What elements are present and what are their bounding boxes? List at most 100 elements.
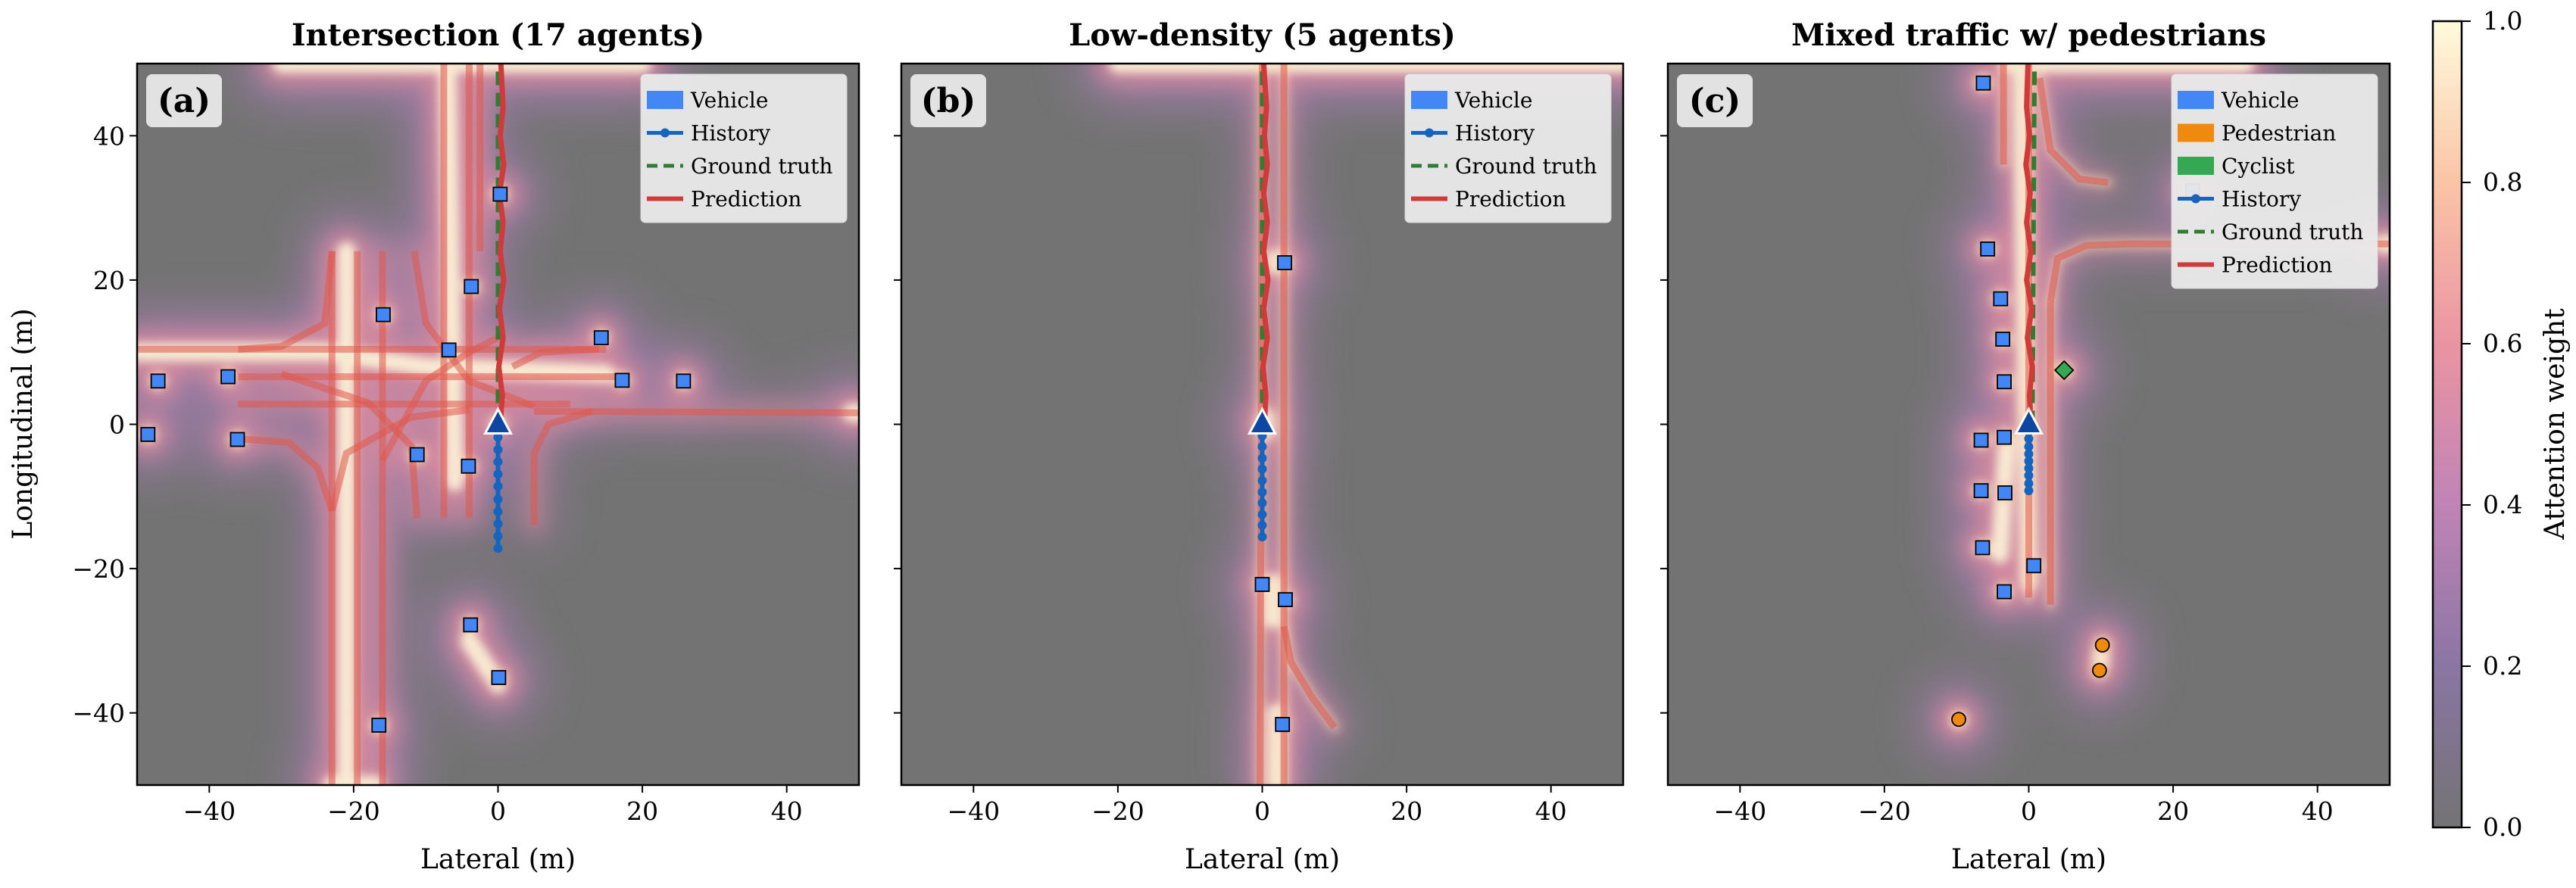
vehicle-marker <box>1278 592 1293 607</box>
ego-vehicle-marker <box>2014 407 2044 435</box>
vehicle-marker <box>1975 540 1991 556</box>
lane-centerline <box>238 435 336 513</box>
panel-label: (b) <box>921 82 976 120</box>
vehicle-marker <box>409 447 425 463</box>
colorbar-tick-label: 0.6 <box>2483 329 2522 358</box>
history-point <box>493 544 503 553</box>
history-point <box>493 506 503 516</box>
vehicle-marker <box>441 342 457 358</box>
lane-centerline <box>238 251 336 353</box>
history-point <box>493 531 503 541</box>
vehicle-marker <box>2026 558 2042 574</box>
history-point <box>1257 498 1267 508</box>
vehicle-marker <box>1275 717 1291 732</box>
prediction-line <box>496 64 507 425</box>
colorbar-tick-label: 0.4 <box>2483 490 2522 519</box>
legend-label: Vehicle <box>690 88 768 113</box>
history-point <box>2024 478 2034 488</box>
legend-label: Vehicle <box>1454 88 1532 113</box>
history-point <box>493 432 503 442</box>
y-tick-label: −20 <box>72 554 125 584</box>
legend: Vehicle History Ground truth Prediction <box>1404 73 1612 223</box>
vehicle-marker <box>614 372 630 388</box>
vehicle-marker <box>491 670 507 685</box>
history-point <box>1257 509 1267 519</box>
history-point <box>493 457 503 467</box>
vehicle-marker <box>1997 485 2012 500</box>
cyclist-marker <box>2053 360 2075 381</box>
legend-label: Prediction <box>691 187 801 212</box>
vehicle-marker <box>1975 75 1991 91</box>
x-tick-label: −20 <box>327 796 380 826</box>
vehicle-marker <box>150 373 166 389</box>
vehicle-marker <box>1973 483 1989 499</box>
x-tick-label: 0 <box>1254 796 1270 826</box>
panel-label-box <box>910 74 986 127</box>
vehicle-marker <box>1997 584 2012 600</box>
legend-box <box>1404 73 1612 223</box>
legend: Vehicle Pedestrian Cyclist History Ground tr… <box>2171 73 2378 289</box>
history-point <box>2024 449 2034 459</box>
legend-label: Cyclist <box>2222 154 2295 179</box>
vehicle-marker <box>371 718 387 733</box>
history-point <box>2024 486 2034 496</box>
vehicle-marker <box>676 373 692 389</box>
history-point <box>493 494 503 504</box>
colorbar-tick-label: 1.0 <box>2483 6 2522 36</box>
x-tick-label: −20 <box>1858 796 1911 826</box>
panel-b: −40 −20 0 20 40 Low-density (5 agents) Lateral… <box>894 17 1625 875</box>
vehicle-marker <box>1995 332 2011 347</box>
y-tick-label: 0 <box>109 410 125 440</box>
legend-label: Ground truth <box>1455 154 1597 179</box>
vehicle-marker <box>376 307 391 322</box>
vehicle-marker <box>1997 374 2012 390</box>
panel-label: (a) <box>158 82 211 120</box>
vehicle-marker <box>461 458 476 474</box>
legend-label: Ground truth <box>2222 220 2363 245</box>
colorbar-label: Attention weight <box>2540 308 2571 541</box>
legend: Vehicle History Ground truth Prediction <box>640 73 848 223</box>
vehicle-marker <box>229 432 245 447</box>
history-point <box>493 444 503 454</box>
x-tick-label: 20 <box>1391 796 1422 826</box>
panel-label-box <box>146 74 222 127</box>
cyclist-legend-swatch <box>2178 157 2214 175</box>
vehicle-marker <box>464 279 479 294</box>
vehicle-marker <box>593 330 609 346</box>
lane-centerline <box>530 407 593 525</box>
legend-label: Ground truth <box>691 154 832 179</box>
vehicle-marker <box>1993 291 2009 307</box>
x-tick-label: 40 <box>2302 796 2334 826</box>
history-legend-marker <box>660 128 670 138</box>
y-tick-label: −40 <box>72 699 125 728</box>
history-point <box>1257 442 1267 452</box>
history-point <box>2024 463 2034 473</box>
lane-centerline <box>328 406 470 512</box>
history-point <box>2024 471 2034 481</box>
x-tick-label: 0 <box>490 796 506 826</box>
legend-label: Vehicle <box>2221 88 2299 113</box>
prediction-line <box>1260 64 1271 425</box>
x-axis-label: Lateral (m) <box>1951 844 2106 875</box>
vehicle-marker <box>1277 255 1292 270</box>
vehicle-marker <box>1973 432 1989 448</box>
colorbar-ticks: 0.0 0.2 0.4 0.6 0.8 1.0 <box>2462 6 2522 842</box>
pedestrian-marker <box>2091 662 2107 678</box>
pedestrian-marker <box>2094 637 2110 653</box>
legend-box <box>2171 73 2378 289</box>
x-tick-label: −20 <box>1091 796 1144 826</box>
vehicle-marker <box>140 426 156 442</box>
history-point <box>1257 475 1267 485</box>
vehicle-legend-swatch <box>647 91 683 109</box>
ground-truth-line <box>2030 64 2037 425</box>
vehicle-marker <box>492 186 508 202</box>
legend-label: History <box>691 121 770 146</box>
vehicle-marker <box>220 369 236 385</box>
panel-a: −40 −40 −20 −20 0 0 20 20 40 40 Intersection (17 a… <box>72 17 860 875</box>
panel-title: Mixed traffic w/ pedestrians <box>1791 17 2266 53</box>
x-tick-label: −40 <box>1713 796 1766 826</box>
history-legend-marker <box>1425 128 1434 138</box>
attention-heatmap <box>1078 64 1623 785</box>
x-tick-label: −40 <box>183 796 236 826</box>
history-point <box>493 519 503 529</box>
